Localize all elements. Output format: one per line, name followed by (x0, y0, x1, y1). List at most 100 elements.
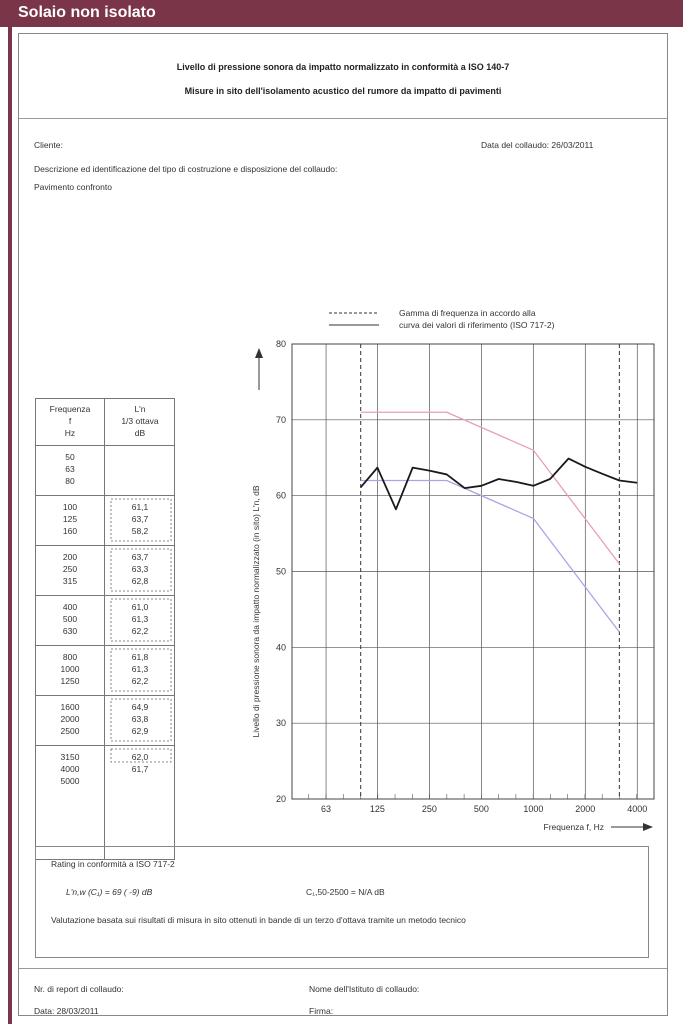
freq-400: 400 (62, 602, 78, 612)
y-tick-label: 50 (276, 567, 286, 577)
footer-date: Data: 28/03/2011 (34, 1006, 99, 1016)
legend-solid-label: curva dei valori di riferimento (ISO 717… (399, 320, 555, 330)
freq-5000: 5000 (60, 776, 80, 786)
frequency-range-markers (360, 344, 620, 799)
report-sheet: Livello di pressione sonora da impatto n… (18, 33, 668, 1016)
footer-divider (19, 968, 667, 969)
freq-100: 100 (62, 502, 78, 512)
y-tick-label: 30 (276, 718, 286, 728)
freq-3150: 3150 (60, 752, 80, 762)
series-line (360, 457, 638, 511)
table-header-divider (36, 445, 174, 446)
table-group-divider (36, 595, 174, 596)
chart-series (360, 411, 638, 633)
value-3150: 62,0 (131, 752, 149, 762)
freq-630: 630 (62, 626, 78, 636)
table-group-divider (36, 745, 174, 746)
left-frame-bar (8, 27, 12, 1024)
rating-title: Rating in conformità a ISO 717-2 (51, 859, 175, 869)
y-axis-label: Livello di pressione sonora da impatto n… (251, 485, 261, 737)
report-subtitle: Misure in sito dell'isolamento acustico … (184, 86, 502, 96)
table-group-divider (36, 495, 174, 496)
value-250: 63,3 (131, 564, 149, 574)
report-title: Livello di pressione sonora da impatto n… (176, 62, 510, 72)
description-label: Descrizione ed identificazione del tipo … (34, 164, 338, 174)
x-axis-arrowhead (643, 823, 653, 831)
legend-lines (329, 312, 379, 326)
y-axis-arrowhead (255, 348, 263, 358)
freq-2500: 2500 (60, 726, 80, 736)
x-tick-label: 4000 (627, 804, 647, 814)
freq-header-2: f (68, 416, 72, 426)
value-header-1: L'n (134, 404, 146, 414)
report-number-label: Nr. di report di collaudo: (34, 984, 124, 994)
freq-header-3: Hz (64, 428, 76, 438)
test-date-label: Data del collaudo: 26/03/2011 (481, 140, 594, 150)
description-value: Pavimento confronto (34, 182, 112, 192)
value-500: 61,3 (131, 614, 149, 624)
title-banner: Solaio non isolato (0, 0, 683, 27)
value-2500: 62,9 (131, 726, 149, 736)
x-tick-labels: 63 125 250 500 1000 2000 4000 (321, 804, 647, 814)
value-315: 62,8 (131, 576, 149, 586)
y-tick-label: 40 (276, 642, 286, 652)
table-group-divider (36, 695, 174, 696)
freq-1000: 1000 (60, 664, 80, 674)
x-tick-label: 1000 (523, 804, 543, 814)
value-header-2: 1/3 ottava (121, 416, 159, 426)
series-line (360, 479, 620, 633)
frequency-table: Frequenza f Hz L'n 1/3 ottava dB 50 63 8… (35, 398, 175, 860)
value-400: 61,0 (131, 602, 149, 612)
x-tick-label: 500 (474, 804, 489, 814)
freq-500: 500 (62, 614, 78, 624)
rating-lnw: L'n,w (C₁) = 69 ( -9) dB (66, 887, 153, 897)
freq-80: 80 (65, 476, 75, 486)
x-tick-label: 125 (370, 804, 385, 814)
y-tick-label: 70 (276, 415, 286, 425)
x-tick-label: 2000 (575, 804, 595, 814)
freq-50: 50 (65, 452, 75, 462)
value-2000: 63,8 (131, 714, 149, 724)
value-630: 62,2 (131, 626, 149, 636)
freq-63: 63 (65, 464, 75, 474)
signature-label: Firma: (309, 1006, 334, 1016)
table-group-divider (36, 545, 174, 546)
y-tick-label: 60 (276, 491, 286, 501)
freq-4000: 4000 (60, 764, 80, 774)
freq-125: 125 (62, 514, 78, 524)
value-1250: 62,2 (131, 676, 149, 686)
value-200: 63,7 (131, 552, 149, 562)
freq-160: 160 (62, 526, 78, 536)
header-divider (19, 118, 667, 119)
freq-200: 200 (62, 552, 78, 562)
freq-header-1: Frequenza (49, 404, 91, 414)
freq-250: 250 (62, 564, 78, 574)
value-header-3: dB (134, 428, 146, 438)
value-100: 61,1 (131, 502, 149, 512)
table-column-divider (104, 399, 105, 859)
impact-sound-chart: 20 30 40 50 60 70 80 63 125 250 500 1000 2000 4000 L… (251, 339, 655, 832)
freq-315: 315 (62, 576, 78, 586)
value-800: 61,8 (131, 652, 149, 662)
table-dashed-boxes (110, 498, 172, 763)
x-axis-label: Frequenza f, Hz (544, 822, 604, 832)
y-tick-labels: 20 30 40 50 60 70 80 (276, 339, 286, 804)
value-1600: 64,9 (131, 702, 149, 712)
table-group-divider (36, 645, 174, 646)
institute-label: Nome dell'Istituto di collaudo: (309, 984, 420, 994)
rating-box: Rating in conformità a ISO 717-2 L'n,w (… (35, 846, 649, 958)
chart-grid (292, 343, 654, 800)
freq-1600: 1600 (60, 702, 80, 712)
plot-area-frame (291, 343, 655, 800)
freq-2000: 2000 (60, 714, 80, 724)
legend-dashed-label: Gamma di frequenza in accordo alla (399, 308, 536, 318)
value-1000: 61,3 (131, 664, 149, 674)
value-160: 58,2 (131, 526, 149, 536)
value-4000: 61,7 (131, 764, 149, 774)
client-label: Cliente: (34, 140, 63, 150)
rating-ci: C₁,50-2500 = N/A dB (306, 887, 385, 897)
x-tick-label: 63 (321, 804, 331, 814)
y-tick-label: 80 (276, 339, 286, 349)
rating-note: Valutazione basata sui risultati di misu… (51, 915, 466, 925)
value-125: 63,7 (131, 514, 149, 524)
